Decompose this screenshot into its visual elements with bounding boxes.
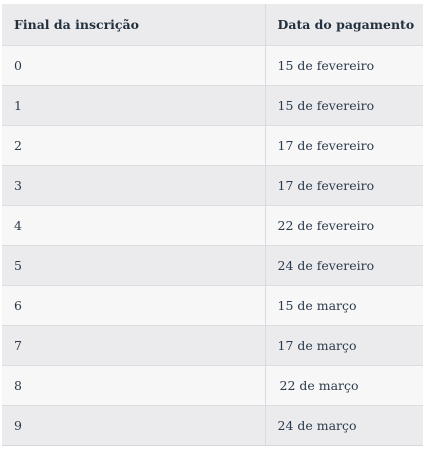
table-row: 9 24 de março — [2, 405, 423, 445]
table-row: 5 24 de fevereiro — [2, 245, 423, 285]
payment-date-cell: 17 de fevereiro — [264, 125, 423, 165]
registration-ending-cell: 6 — [2, 285, 265, 325]
payment-date-cell: 22 de fevereiro — [264, 205, 423, 245]
payment-date-cell: 15 de fevereiro — [264, 45, 423, 85]
header-registration-ending: Final da inscrição — [2, 4, 265, 45]
table-header-row: Final da inscrição Data do pagamento — [2, 4, 423, 45]
payment-date-cell: 24 de fevereiro — [264, 245, 423, 285]
header-payment-date: Data do pagamento — [264, 4, 423, 45]
payment-date-cell: 15 de março — [264, 285, 423, 325]
table-row: 8 22 de março — [2, 365, 423, 405]
registration-ending-cell: 4 — [2, 205, 265, 245]
registration-ending-cell: 8 — [2, 365, 265, 405]
registration-ending-cell: 3 — [2, 165, 265, 205]
registration-ending-cell: 5 — [2, 245, 265, 285]
payment-schedule-table-container: Final da inscrição Data do pagamento 0 1… — [2, 4, 423, 446]
payment-schedule-table: Final da inscrição Data do pagamento 0 1… — [2, 4, 423, 445]
table-row: 7 17 de março — [2, 325, 423, 365]
registration-ending-cell: 2 — [2, 125, 265, 165]
table-row: 1 15 de fevereiro — [2, 85, 423, 125]
table-row: 6 15 de março — [2, 285, 423, 325]
registration-ending-cell: 0 — [2, 45, 265, 85]
payment-date-cell: 15 de fevereiro — [264, 85, 423, 125]
payment-date-cell: 17 de fevereiro — [264, 165, 423, 205]
table-row: 2 17 de fevereiro — [2, 125, 423, 165]
payment-date-cell: 22 de março — [264, 365, 423, 405]
table-row: 4 22 de fevereiro — [2, 205, 423, 245]
table-row: 3 17 de fevereiro — [2, 165, 423, 205]
payment-date-cell: 24 de março — [264, 405, 423, 445]
registration-ending-cell: 9 — [2, 405, 265, 445]
registration-ending-cell: 7 — [2, 325, 265, 365]
registration-ending-cell: 1 — [2, 85, 265, 125]
payment-date-cell: 17 de março — [264, 325, 423, 365]
table-row: 0 15 de fevereiro — [2, 45, 423, 85]
